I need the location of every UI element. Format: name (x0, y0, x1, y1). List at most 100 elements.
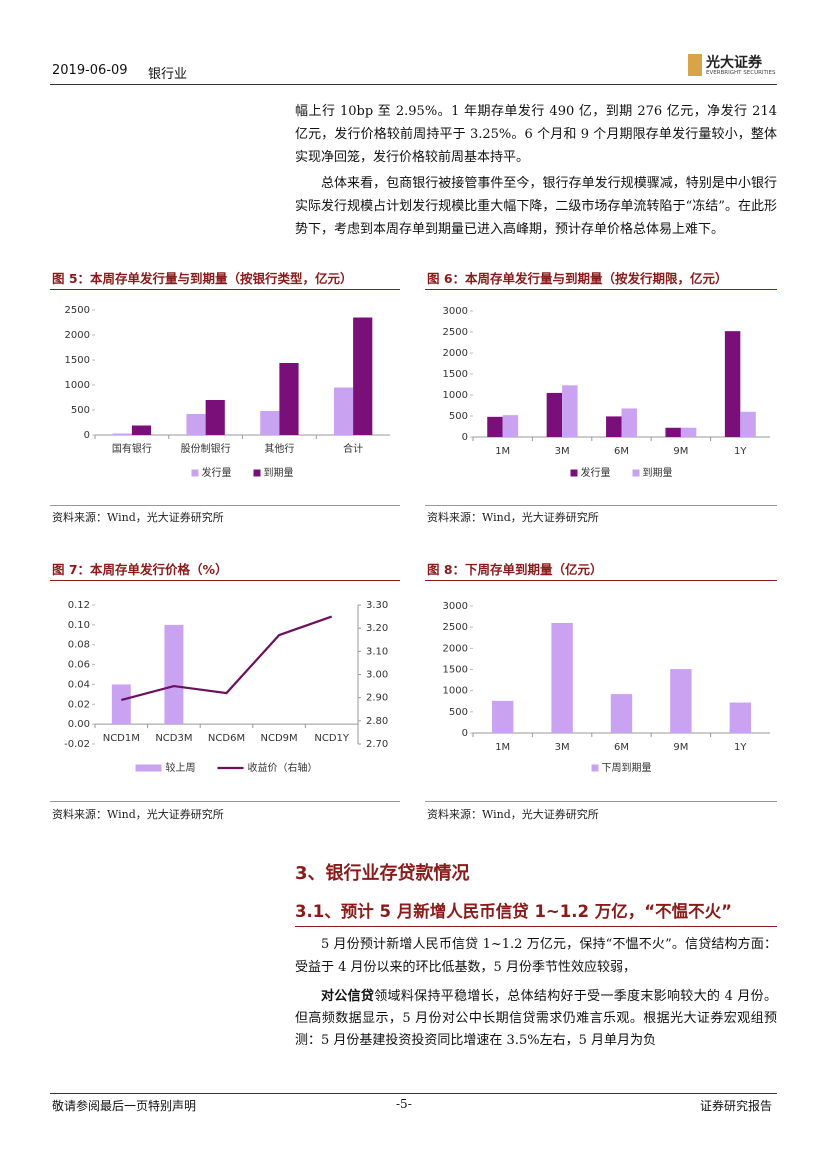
x-tick-label: 3M (555, 742, 570, 753)
legend-label: 下周到期量 (602, 762, 652, 774)
bar (260, 411, 280, 435)
x-tick-label: 股份制银行 (181, 442, 231, 455)
bar (546, 392, 563, 437)
figure-title: 图 6：本周存单发行量与到期量（按发行期限，亿元） (427, 271, 728, 286)
text: 领域料保持平稳增长，总体结构好于受一季度末影响较大的 4 月份。但高频数据显示，… (295, 989, 777, 1048)
bar (112, 433, 132, 435)
y-tick-label: 0.08 (68, 640, 90, 651)
legend-swatch (591, 764, 599, 772)
rule (425, 505, 777, 506)
footer-page: -5- (396, 1097, 412, 1111)
x-tick-label: NCD6M (208, 733, 245, 744)
bar (740, 411, 756, 437)
legend-swatch (191, 469, 199, 477)
y-tick-label: 500 (449, 411, 468, 422)
y2-tick-label: 3.00 (366, 670, 388, 681)
x-tick-label: 6M (614, 446, 629, 457)
y2-tick-label: 3.20 (366, 623, 388, 634)
logo-text: 光大证券 (706, 55, 762, 71)
bar (610, 694, 633, 733)
x-tick-label: NCD3M (155, 733, 192, 744)
rule (425, 580, 777, 581)
y-tick-label: 1000 (65, 380, 90, 391)
legend-label: 发行量 (202, 466, 232, 479)
y-tick-label: 2000 (443, 348, 468, 359)
bar (551, 622, 573, 733)
paragraph: 幅上行 10bp 至 2.95%。1 年期存单发行 490 亿，到期 276 亿… (295, 104, 777, 165)
legend: 发行量 到期量 (191, 466, 294, 479)
legend-label: 发行量 (581, 466, 611, 479)
y2-tick-label: 2.80 (366, 716, 388, 727)
footer-label: 证券研究报告 (700, 1099, 773, 1113)
bar (333, 387, 354, 435)
y-tick-label: 3000 (443, 601, 468, 612)
bar (621, 408, 637, 437)
rule (295, 926, 777, 927)
y-tick-label: 0.02 (68, 699, 90, 710)
footer-disclaimer: 敬请参阅最后一页特别声明 (52, 1099, 197, 1113)
bar (724, 331, 741, 437)
y2-tick-label: 2.70 (366, 739, 388, 750)
bar (279, 363, 299, 435)
rule (50, 505, 400, 506)
y-tick-label: 0.06 (68, 660, 90, 671)
legend-swatch (632, 469, 640, 477)
footer-rule (50, 1093, 777, 1094)
paragraph: 5 月份预计新增人民币信贷 1~1.2 万亿元，保持“不愠不火”。信贷结构方面：… (295, 937, 777, 975)
legend-swatch (135, 764, 162, 772)
y-tick-label: 2500 (65, 305, 90, 316)
paragraph: 总体来看，包商银行被接管事件至今，银行存单发行规模骤减，特别是中小银行实际发行规… (295, 176, 777, 237)
y-tick-label: 2000 (443, 643, 468, 654)
subsection-title: 3.1、预计 5 月新增人民币信贷 1~1.2 万亿，“不愠不火” (295, 902, 732, 921)
bar (680, 427, 697, 437)
bar (670, 669, 692, 733)
bar (111, 684, 131, 725)
figure-title: 图 8：下周存单到期量（亿元） (427, 562, 603, 577)
bold-text: 对公信贷 (321, 989, 375, 1004)
bar (606, 416, 622, 437)
bar (665, 427, 681, 437)
bar (492, 700, 514, 733)
y-tick-label: 1500 (443, 369, 468, 380)
x-tick-label: 1Y (734, 446, 747, 457)
figure-source: 资料来源：Wind，光大证券研究所 (52, 808, 224, 821)
y-tick-label: 0.10 (68, 620, 90, 631)
rule (50, 580, 400, 581)
rule (50, 289, 400, 290)
header-rule (50, 84, 777, 85)
y-tick-label: 500 (71, 405, 90, 416)
header-date: 2019-06-09 (52, 63, 128, 78)
bar (562, 385, 578, 437)
x-tick-label: NCD1M (103, 733, 140, 744)
y-tick-label: 2500 (443, 327, 468, 338)
legend-label: 收益价（右轴） (248, 761, 318, 774)
x-tick-label: 1M (495, 742, 510, 753)
legend-label: 到期量 (643, 467, 673, 479)
bar (353, 317, 373, 435)
x-tick-label: 6M (614, 742, 629, 753)
y-tick-label: 3000 (443, 306, 468, 317)
legend: 下周到期量 (591, 762, 652, 774)
rule (425, 289, 777, 290)
y-tick-label: 0.00 (68, 719, 90, 730)
line (121, 615, 333, 702)
legend-label: 较上周 (166, 761, 196, 774)
x-tick-label: 3M (555, 446, 570, 457)
logo-en: EVERBRIGHT SECURITIES (706, 70, 776, 76)
section-title: 3、银行业存贷款情况 (295, 863, 470, 884)
y-tick-label: 2000 (65, 330, 90, 341)
x-tick-label: NCD9M (261, 733, 298, 744)
logo-icon (688, 54, 702, 76)
y-tick-label: 1000 (443, 686, 468, 697)
y-tick-label: 0.12 (68, 600, 90, 611)
y-tick-label: 0 (462, 728, 468, 739)
x-tick-label: 1M (495, 446, 510, 457)
x-tick-label: 1Y (734, 742, 747, 753)
figure-source: 资料来源：Wind，光大证券研究所 (427, 511, 599, 524)
y2-tick-label: 2.90 (366, 693, 388, 704)
y-tick-label: 1500 (443, 665, 468, 676)
x-tick-label: 合计 (343, 442, 363, 455)
x-tick-label: NCD1Y (314, 733, 350, 744)
